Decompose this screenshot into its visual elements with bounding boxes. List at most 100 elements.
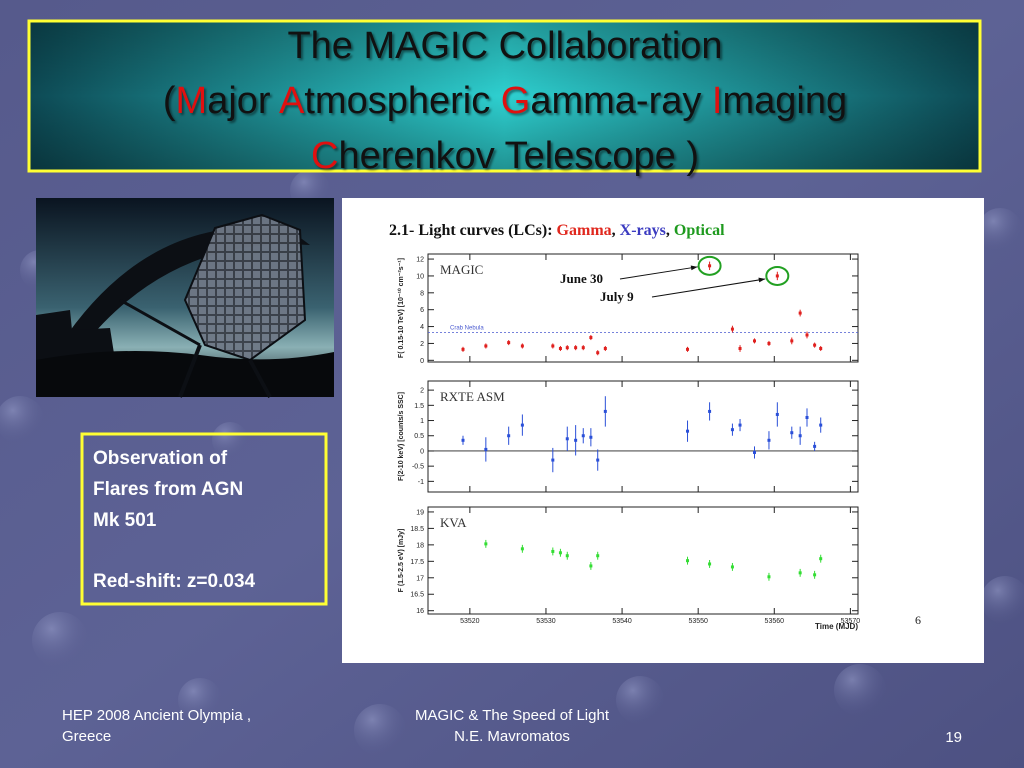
data-point (767, 341, 771, 345)
data-point (596, 351, 600, 355)
data-point (507, 341, 511, 345)
y-axis-label: F(2-10 keV) [counts/s SSC] (398, 392, 405, 481)
title-line: (Major Atmospheric Gamma-ray Imaging (163, 80, 847, 122)
title-text: herenkov Telescope ) (338, 135, 699, 177)
data-point (767, 438, 771, 442)
y-tick-label: 8 (420, 290, 424, 297)
data-point (520, 423, 524, 427)
data-point (551, 458, 555, 462)
info-line: Flares from AGN (93, 479, 243, 500)
title-initial: G (501, 80, 531, 122)
figure-title-part: Optical (674, 222, 725, 239)
info-line: Observation of (93, 448, 228, 469)
y-tick-label: 6 (420, 307, 424, 314)
data-point (520, 547, 524, 551)
telescope-photo (36, 198, 334, 398)
plot-frame (427, 253, 859, 363)
title-text: The MAGIC Collaboration (287, 25, 722, 67)
title-initial: C (311, 135, 338, 177)
highlight-circle (765, 265, 790, 286)
data-point (819, 423, 823, 427)
title-line: Cherenkov Telescope ) (311, 135, 699, 177)
arrow-head (758, 277, 766, 283)
y-tick-label: 17.5 (410, 559, 424, 566)
data-point (507, 434, 511, 438)
data-point (730, 565, 734, 569)
data-point (738, 423, 742, 427)
annotation: June 30 (560, 271, 603, 286)
y-tick-label: -1 (418, 479, 424, 486)
y-tick-label: 19 (416, 509, 424, 516)
data-point (484, 344, 488, 348)
title-text: ajor (207, 80, 279, 122)
data-point (798, 311, 802, 315)
figure-title-part: X-rays (620, 222, 666, 239)
data-point (813, 444, 817, 448)
data-point (790, 339, 794, 343)
data-point (574, 438, 578, 442)
data-point (813, 343, 817, 347)
y-tick-label: 10 (416, 273, 424, 280)
annotation: July 9 (600, 289, 634, 304)
y-tick-label: 16 (416, 608, 424, 615)
data-point (565, 346, 569, 350)
data-point (752, 339, 756, 343)
data-point (805, 415, 809, 419)
data-point (551, 549, 555, 553)
data-point (484, 542, 488, 546)
data-point (565, 554, 569, 558)
figure-page-number: 6 (915, 613, 921, 627)
plot-frame (427, 380, 859, 493)
y-axis-label: F (1.5-2.5 eV) [mJy] (398, 529, 405, 593)
x-tick-label: 53550 (688, 618, 708, 625)
footer-left: HEP 2008 Ancient Olympia , (62, 707, 251, 724)
data-point (461, 438, 465, 442)
title-initial: M (176, 80, 208, 122)
y-tick-label: 4 (420, 324, 424, 331)
data-point (708, 409, 712, 413)
data-point (596, 458, 600, 462)
data-point (775, 274, 779, 278)
data-point (819, 347, 823, 350)
data-point (752, 450, 756, 454)
data-point (730, 327, 734, 331)
data-point (708, 562, 712, 566)
info-text: Observation of Flares from AGN Mk 501 Re… (93, 448, 256, 592)
title-line: The MAGIC Collaboration (287, 25, 722, 67)
data-point (558, 551, 562, 555)
annotation-arrow (619, 266, 698, 280)
data-point (798, 434, 802, 438)
data-point (819, 557, 823, 561)
data-point (738, 347, 742, 350)
y-tick-label: 12 (416, 257, 424, 264)
data-point (589, 336, 593, 340)
data-point (708, 264, 712, 268)
y-tick-label: -0.5 (412, 464, 424, 471)
info-box (80, 432, 328, 606)
data-point (484, 447, 488, 451)
data-point (589, 435, 593, 439)
footer-left: Greece (62, 728, 111, 745)
figure-title: 2.1- Light curves (LCs): Gamma, X-rays, … (389, 222, 725, 239)
x-tick-label: 53540 (612, 618, 632, 625)
data-point (805, 333, 809, 337)
x-tick-label: 53530 (536, 618, 556, 625)
y-tick-label: 18.5 (410, 526, 424, 533)
data-point (581, 434, 585, 438)
data-point (461, 347, 465, 351)
figure-title-part: , (666, 222, 674, 239)
y-tick-label: 1 (420, 418, 424, 425)
highlight-circle (697, 255, 722, 276)
series-label: MAGIC (440, 262, 483, 277)
figure-panel (342, 198, 984, 663)
data-point (574, 346, 578, 350)
arrow-head (690, 265, 698, 271)
title-box-border (27, 19, 982, 173)
x-axis-label: Time (MJD) (815, 622, 858, 631)
footer: HEP 2008 Ancient Olympia , Greece MAGIC … (62, 707, 962, 746)
data-point (596, 554, 600, 558)
y-tick-label: 16.5 (410, 592, 424, 599)
annotation-arrow (651, 278, 766, 298)
